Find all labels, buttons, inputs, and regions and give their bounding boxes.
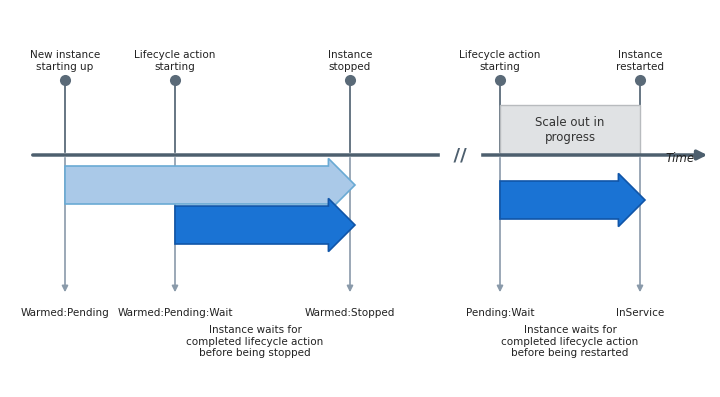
Text: New instance
starting up: New instance starting up bbox=[30, 50, 100, 72]
Text: Instance waits for
completed lifecycle action
before being restarted: Instance waits for completed lifecycle a… bbox=[501, 325, 639, 358]
Text: User Data
cloud-init: User Data cloud-init bbox=[219, 211, 284, 239]
Text: Warmed:Stopped: Warmed:Stopped bbox=[305, 308, 395, 318]
Text: Lifecycle action
starting: Lifecycle action starting bbox=[459, 50, 541, 72]
Text: AMI: AMI bbox=[184, 179, 210, 191]
Text: //: // bbox=[441, 146, 479, 164]
Polygon shape bbox=[175, 198, 355, 252]
Polygon shape bbox=[65, 158, 355, 212]
Bar bbox=[500, 105, 640, 155]
Text: Lifecycle action
starting: Lifecycle action starting bbox=[135, 50, 216, 72]
Text: Instance
stopped: Instance stopped bbox=[328, 50, 372, 72]
Text: InService: InService bbox=[616, 308, 664, 318]
Text: Time: Time bbox=[666, 152, 695, 164]
Text: Warmed:Pending: Warmed:Pending bbox=[21, 308, 109, 318]
Text: Pending:Wait: Pending:Wait bbox=[466, 308, 534, 318]
Text: Instance
restarted: Instance restarted bbox=[616, 50, 664, 72]
Text: User Data
cloud-init: User Data cloud-init bbox=[526, 186, 593, 214]
Text: Scale out in
progress: Scale out in progress bbox=[535, 116, 605, 144]
Polygon shape bbox=[500, 173, 645, 227]
Text: Warmed:Pending:Wait: Warmed:Pending:Wait bbox=[117, 308, 233, 318]
Text: Instance waits for
completed lifecycle action
before being stopped: Instance waits for completed lifecycle a… bbox=[186, 325, 323, 358]
